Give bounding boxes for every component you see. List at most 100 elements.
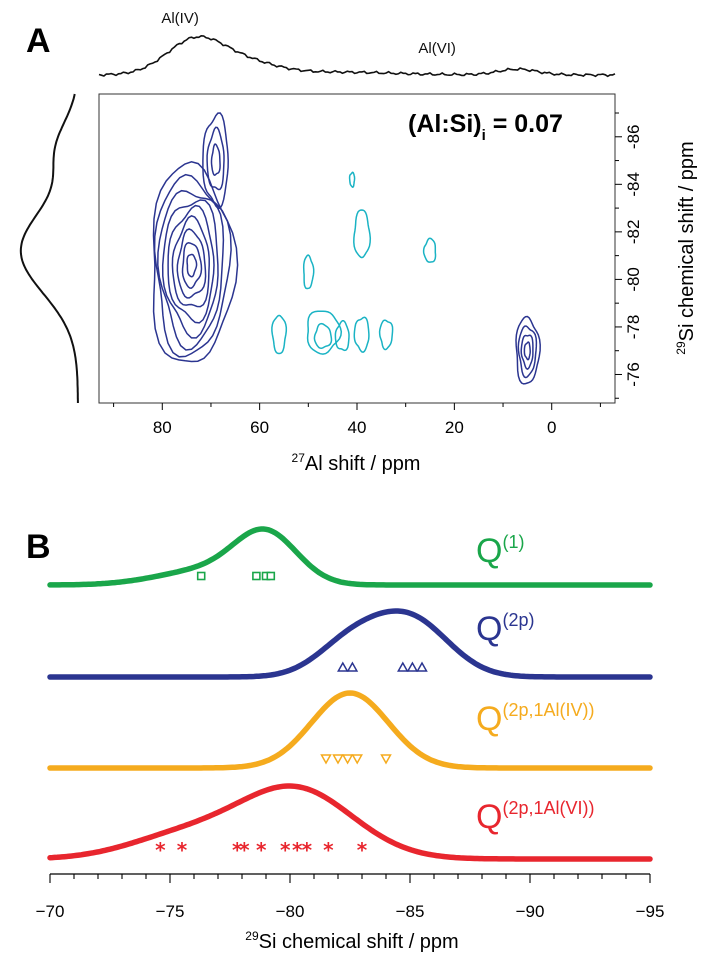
site-markers: * * ** * * * * * * bbox=[155, 571, 428, 862]
square-marker bbox=[196, 571, 206, 581]
ratio-value: = 0.07 bbox=[486, 110, 563, 138]
weak-contour bbox=[348, 171, 356, 189]
panel-a-x-axis: 80 60 40 20 0 bbox=[113, 403, 601, 437]
series-name: Q bbox=[476, 532, 502, 570]
square-marker bbox=[252, 571, 261, 581]
panel-a-y-title: 29Si chemical shift / ppm bbox=[674, 141, 698, 354]
triangle-up-marker bbox=[346, 661, 359, 672]
strong-contour bbox=[157, 189, 225, 351]
asterisk-marker: * bbox=[323, 838, 334, 862]
series-superscript: (1) bbox=[502, 532, 524, 552]
asterisk-marker: * bbox=[357, 838, 368, 862]
panel-a-letter: A bbox=[26, 22, 51, 60]
panel-b-x-title: 29Si chemical shift / ppm bbox=[245, 929, 458, 953]
si29-superscript: 29 bbox=[674, 341, 688, 355]
al-shift-title: Al shift / ppm bbox=[305, 453, 421, 475]
strong-contour bbox=[167, 204, 215, 324]
weak-contour bbox=[353, 316, 370, 354]
panel-b-letter: B bbox=[26, 528, 51, 566]
panel-a-x-title: 27Al shift / ppm bbox=[292, 451, 421, 475]
panel-b-x-axis: −70 −75 −80 −85 −90 −95 bbox=[36, 874, 665, 921]
al-si-ratio-label: (Al:Si)i = 0.07 bbox=[408, 110, 563, 144]
si29-b-superscript: 29 bbox=[245, 929, 259, 943]
strong-contour bbox=[515, 315, 541, 385]
strong-contour bbox=[206, 126, 225, 191]
triangle-down-marker bbox=[341, 754, 354, 765]
y-tick-label: -80 bbox=[624, 267, 643, 292]
panel-a-y-axis: -76 -78 -80 -82 -84 -86 bbox=[615, 112, 643, 399]
strong-contour bbox=[517, 325, 538, 379]
x-tick-label: 20 bbox=[445, 418, 464, 437]
x-tick-label: −80 bbox=[276, 902, 305, 921]
asterisk-marker: * bbox=[302, 838, 313, 862]
weak-contour bbox=[378, 319, 394, 351]
y-tick-label: -82 bbox=[624, 220, 643, 245]
series-label: Q(2p,1Al(IV)) bbox=[476, 700, 594, 738]
strong-contour bbox=[523, 341, 531, 361]
series-superscript: (2p,1Al(IV)) bbox=[502, 700, 594, 720]
strong-contour bbox=[153, 173, 232, 358]
contour-layer bbox=[152, 112, 541, 385]
ratio-subscript: i bbox=[482, 127, 486, 144]
x-tick-label: 60 bbox=[250, 418, 269, 437]
square-marker bbox=[266, 571, 276, 581]
series-superscript: (2p) bbox=[502, 610, 534, 630]
al27-projection-trace bbox=[98, 34, 616, 78]
series-line bbox=[47, 690, 653, 771]
si-shift-b-title: Si chemical shift / ppm bbox=[259, 931, 459, 953]
strong-contour bbox=[171, 214, 210, 308]
triangle-up-marker bbox=[337, 661, 349, 672]
strong-contour bbox=[161, 199, 219, 339]
triangle-down-marker bbox=[332, 754, 344, 765]
series-labels: Q(1)Q(2p)Q(2p,1Al(IV))Q(2p,1Al(VI)) bbox=[476, 532, 594, 836]
series-line bbox=[47, 526, 653, 588]
series-label: Q(2p,1Al(VI)) bbox=[476, 798, 594, 836]
asterisk-marker: * bbox=[280, 838, 291, 862]
asterisk-marker: * bbox=[232, 838, 243, 862]
y-tick-label: -76 bbox=[624, 362, 643, 387]
x-tick-label: 40 bbox=[348, 418, 367, 437]
al-vi-label: Al(VI) bbox=[418, 40, 456, 57]
panel-a-plot-frame bbox=[98, 93, 616, 404]
triangle-down-marker bbox=[320, 754, 332, 765]
weak-contour bbox=[334, 320, 350, 352]
series-name: Q bbox=[476, 700, 502, 738]
y-tick-label: -84 bbox=[624, 172, 643, 197]
weak-contour bbox=[302, 254, 315, 290]
series-superscript: (2p,1Al(VI)) bbox=[502, 798, 594, 818]
triangle-down-marker bbox=[351, 754, 363, 765]
y-tick-label: -78 bbox=[624, 315, 643, 340]
x-tick-label: −90 bbox=[516, 902, 545, 921]
weak-contour bbox=[313, 322, 333, 350]
strong-contour bbox=[181, 242, 203, 289]
weak-contour bbox=[422, 237, 437, 263]
weak-contour bbox=[306, 310, 343, 355]
ratio-text: (Al:Si) bbox=[408, 110, 482, 138]
y-tick-label: -86 bbox=[624, 124, 643, 149]
triangle-down-marker bbox=[380, 754, 392, 765]
strong-contour bbox=[186, 253, 198, 278]
series-label: Q(2p) bbox=[476, 610, 534, 648]
x-tick-label: −75 bbox=[156, 902, 185, 921]
weak-contour bbox=[353, 209, 372, 259]
x-tick-label: 0 bbox=[547, 418, 556, 437]
asterisk-marker: * bbox=[256, 838, 267, 862]
asterisk-marker: * bbox=[292, 838, 303, 862]
weak-contour bbox=[271, 314, 288, 355]
series-label: Q(1) bbox=[476, 532, 524, 570]
triangle-up-marker bbox=[406, 661, 419, 672]
series-line bbox=[47, 783, 653, 862]
strong-contour bbox=[202, 112, 229, 210]
series-name: Q bbox=[476, 798, 502, 836]
asterisk-marker: * bbox=[177, 838, 188, 862]
x-tick-label: −85 bbox=[396, 902, 425, 921]
asterisk-marker: * bbox=[239, 838, 250, 862]
x-tick-label: −95 bbox=[636, 902, 665, 921]
strong-contour bbox=[210, 143, 221, 177]
series-name: Q bbox=[476, 610, 502, 648]
al27-superscript: 27 bbox=[292, 451, 306, 465]
series-line bbox=[47, 608, 653, 680]
triangle-up-marker bbox=[416, 661, 428, 672]
si-shift-title: Si chemical shift / ppm bbox=[676, 141, 698, 341]
